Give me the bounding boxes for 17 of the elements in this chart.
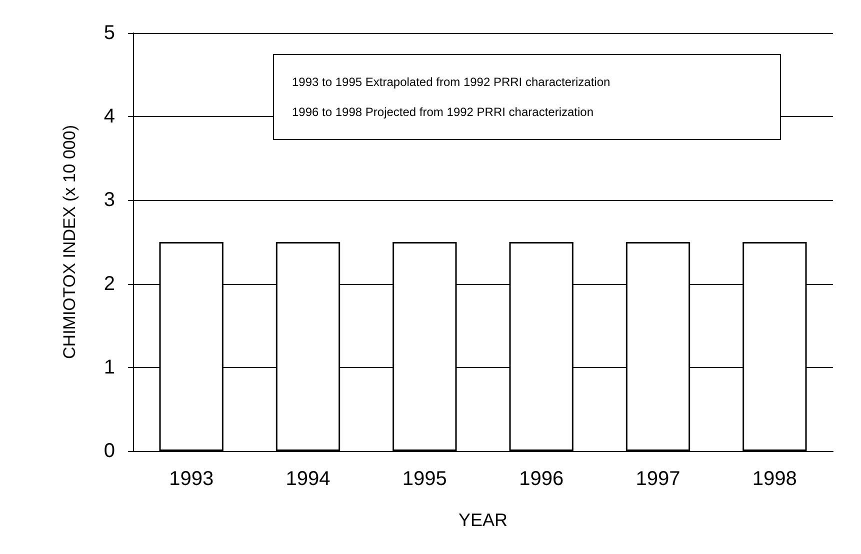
y-tick-label: 1 <box>104 356 115 378</box>
x-tick-label: 1993 <box>169 468 214 490</box>
y-tick-label: 2 <box>104 272 115 295</box>
note-box: 1993 to 1995 Extrapolated from 1992 PRRI characterization 1996 to 1998 Projected from 1992 PRRI characterization <box>273 54 781 140</box>
y-tick-label: 3 <box>104 189 115 212</box>
annotation: 1996 to 1998 Projected from 1992 PRRI characterization <box>292 104 595 121</box>
y-tick-label: 0 <box>104 440 115 462</box>
y-tick-label: 4 <box>104 106 115 128</box>
x-tick-label: 1997 <box>636 468 680 490</box>
x-axis-title: YEAR <box>458 510 508 530</box>
annotation: 1993 to 1995 Extrapolated from 1992 PRRI characterization <box>292 74 612 91</box>
y-tick-label: 5 <box>104 22 115 44</box>
x-tick-label: 1995 <box>402 468 447 490</box>
x-tick-label: 1998 <box>752 468 797 490</box>
x-tick-label: 1996 <box>519 468 564 490</box>
y-axis-title: CHIMIOTOX INDEX (x 10 000) <box>60 125 79 359</box>
x-tick-label: 1994 <box>286 468 330 490</box>
